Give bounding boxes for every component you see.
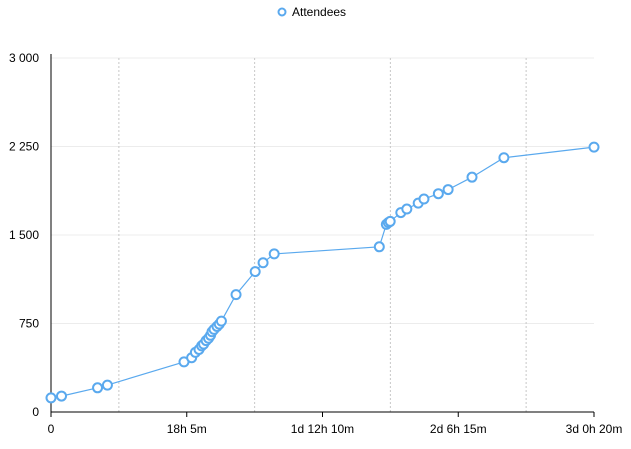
y-tick-label: 3 000 (9, 51, 39, 65)
data-point[interactable] (401, 203, 413, 215)
legend-label-attendees[interactable]: Attendees (292, 5, 346, 19)
x-tick-label: 2d 6h 15m (430, 422, 487, 436)
data-point[interactable] (230, 289, 242, 301)
x-tick-label: 18h 5m (167, 422, 207, 436)
data-point[interactable] (588, 141, 600, 153)
data-point[interactable] (215, 315, 227, 327)
series-line-attendees (50, 146, 595, 399)
x-tick-label: 1d 12h 10m (291, 422, 354, 436)
data-point[interactable] (92, 382, 104, 394)
data-point[interactable] (268, 248, 280, 260)
axis-layer: 0 750 1 500 2 250 3 000 0 18h 5m 1d 12h 10m 2d 6… (9, 51, 622, 436)
x-tick-label: 3d 0h 20m (566, 422, 623, 436)
legend[interactable]: Attendees (277, 5, 347, 19)
x-tick-label: 0 (48, 422, 55, 436)
y-tick-label: 2 250 (9, 140, 39, 154)
y-tick-label: 750 (19, 317, 39, 331)
data-point[interactable] (432, 188, 444, 200)
data-point[interactable] (384, 215, 396, 227)
legend-marker-attendees[interactable] (277, 7, 287, 17)
data-point[interactable] (442, 184, 454, 196)
data-point[interactable] (373, 241, 385, 253)
data-point[interactable] (498, 152, 510, 164)
data-point[interactable] (257, 257, 269, 269)
data-point[interactable] (418, 193, 430, 205)
y-tick-label: 0 (32, 405, 39, 419)
data-point[interactable] (249, 266, 261, 278)
data-point[interactable] (466, 171, 478, 183)
series-layer (45, 141, 600, 404)
grid-layer (51, 57, 594, 412)
y-tick-label: 1 500 (9, 228, 39, 242)
data-point[interactable] (45, 392, 57, 404)
data-point[interactable] (101, 379, 113, 391)
data-point[interactable] (56, 390, 68, 402)
